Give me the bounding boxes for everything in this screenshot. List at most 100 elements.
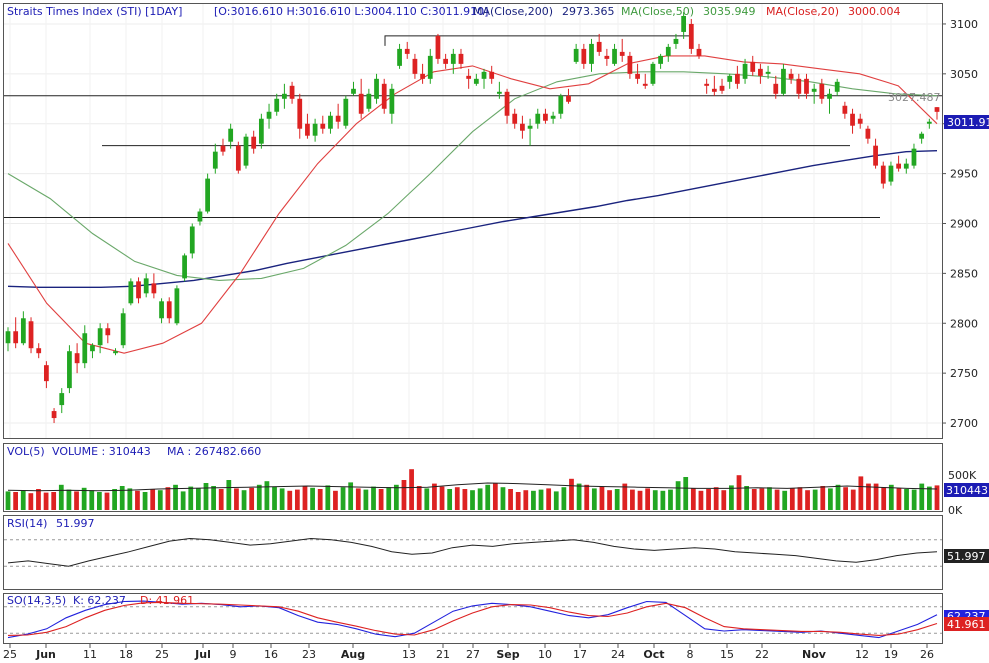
price-tick-label: 3050 [950, 68, 978, 81]
price-tick-label: 2800 [950, 317, 978, 330]
volume-bar [523, 490, 529, 510]
candle-body [120, 313, 126, 346]
volume-bar [439, 486, 445, 510]
date-tick-label: 25 [155, 648, 169, 661]
volume-bar [378, 489, 384, 510]
candle-body [97, 328, 103, 346]
candle-body [758, 68, 763, 76]
volume-bar [135, 490, 140, 510]
volume-bar [5, 491, 11, 510]
volume-bar [173, 484, 178, 510]
candle-body [212, 151, 218, 169]
date-tick-label: Jun [35, 648, 56, 661]
ma200-line [7, 150, 938, 288]
candle-body [458, 53, 464, 64]
volume-bar [355, 488, 361, 510]
last-close-tag-bg [944, 115, 989, 129]
rsi-value: 51.997 [56, 517, 95, 530]
candle-body [811, 88, 817, 92]
volume-bar [591, 488, 597, 510]
volume-bar [188, 486, 194, 510]
volume-bar [180, 491, 186, 510]
volume-bar [881, 487, 887, 510]
date-tick-label: Oct [643, 648, 664, 661]
candle-body [850, 113, 855, 126]
oscillator-lines [4, 537, 942, 639]
volume-bar [767, 487, 772, 510]
candle-body [857, 118, 863, 124]
volume-bar [119, 486, 125, 510]
candle-body [589, 43, 594, 64]
volume-bar [211, 486, 216, 510]
volume-bar [470, 490, 475, 510]
rsi-panel [3, 515, 943, 590]
candle-body [504, 91, 510, 116]
candle-body [251, 136, 257, 149]
candle-body [750, 61, 756, 72]
volume-bar [340, 487, 346, 510]
candle-body [266, 111, 272, 119]
volume-bar [348, 482, 354, 510]
candle-body [834, 81, 840, 92]
volume-bar [759, 488, 765, 510]
candle-body [82, 333, 88, 364]
volume-bar [531, 490, 536, 510]
volume-bar [850, 489, 856, 510]
candle-body [550, 115, 556, 119]
volume-bar [485, 484, 491, 510]
volume-bar [401, 480, 407, 510]
volume-bar [51, 492, 57, 510]
so-label: SO(14,3,5) [7, 594, 66, 607]
volume-bar [698, 490, 704, 510]
volume-bar [866, 483, 871, 510]
candle-body [596, 41, 602, 52]
candle-body [13, 331, 19, 344]
date-tick-label: 13 [402, 648, 416, 661]
candle-body [389, 88, 395, 114]
volume-bar [630, 489, 635, 510]
volume-bar [371, 486, 376, 510]
so-d-value: D: 41.961 [140, 594, 194, 607]
volume-bar [508, 489, 513, 510]
volume-bar [896, 488, 902, 510]
candle-body [335, 115, 341, 122]
volume-bar [20, 490, 26, 510]
volume-bar [416, 486, 422, 510]
so-d-tag: 41.961 [947, 618, 986, 631]
volume-bar [569, 478, 574, 510]
candle-body [911, 148, 917, 166]
candle-body [189, 226, 195, 254]
volume-bar [858, 476, 864, 510]
candle-body [343, 98, 349, 126]
candle-body [888, 165, 894, 182]
volume-bar [713, 487, 719, 510]
volume-bars [5, 469, 940, 510]
ohlc-label: [O:3016.610 H:3016.610 L:3004.110 C:3011… [214, 5, 488, 18]
candle-body [197, 211, 203, 222]
candle-body [397, 48, 402, 66]
candle-body [473, 78, 479, 84]
candle-body [51, 411, 57, 419]
candle-body [151, 283, 157, 294]
ma50-price-tag: 3027.487 [888, 91, 941, 104]
volume-bar [454, 487, 460, 510]
candle-body [374, 78, 379, 99]
candle-body [535, 113, 541, 124]
candle-body [573, 48, 579, 62]
volume-value: VOLUME : 310443 [52, 445, 151, 458]
volume-bar [736, 475, 742, 510]
volume-bar [325, 485, 331, 510]
candle-body [404, 48, 410, 54]
candle-body [558, 95, 564, 114]
volume-tag: 310443 [946, 484, 988, 497]
volume-bar [272, 486, 277, 510]
volume-bar [157, 490, 163, 510]
candle-body [635, 73, 640, 79]
volume-bar [447, 489, 453, 510]
volume-bar [622, 483, 628, 510]
volume-bar [195, 488, 201, 510]
volume-bar [28, 493, 34, 510]
candle-body [74, 353, 80, 364]
date-tick-label: 17 [573, 648, 587, 661]
